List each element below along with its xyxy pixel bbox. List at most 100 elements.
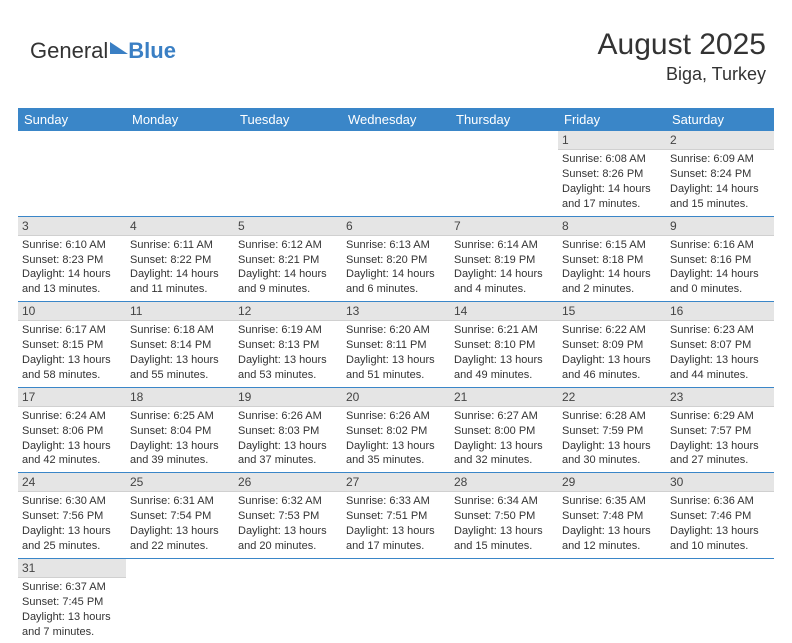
sunset-text: Sunset: 8:22 PM: [130, 253, 230, 268]
day-body: Sunrise: 6:17 AMSunset: 8:15 PMDaylight:…: [18, 321, 126, 386]
calendar-cell: [126, 131, 234, 216]
sunrise-text: Sunrise: 6:14 AM: [454, 238, 554, 253]
sunset-text: Sunset: 7:56 PM: [22, 509, 122, 524]
day-number: 27: [342, 473, 450, 492]
calendar-cell: [126, 558, 234, 643]
day-number: 30: [666, 473, 774, 492]
daylight-text: Daylight: 14 hours and 0 minutes.: [670, 267, 770, 297]
day-header: Wednesday: [342, 108, 450, 131]
sunrise-text: Sunrise: 6:12 AM: [238, 238, 338, 253]
daylight-text: Daylight: 14 hours and 11 minutes.: [130, 267, 230, 297]
day-number: 25: [126, 473, 234, 492]
day-body: Sunrise: 6:33 AMSunset: 7:51 PMDaylight:…: [342, 492, 450, 557]
day-body: Sunrise: 6:22 AMSunset: 8:09 PMDaylight:…: [558, 321, 666, 386]
day-body: Sunrise: 6:10 AMSunset: 8:23 PMDaylight:…: [18, 236, 126, 301]
month-title: August 2025: [598, 28, 766, 62]
calendar-cell: 25Sunrise: 6:31 AMSunset: 7:54 PMDayligh…: [126, 473, 234, 559]
calendar-cell: 4Sunrise: 6:11 AMSunset: 8:22 PMDaylight…: [126, 216, 234, 302]
calendar-cell: [18, 131, 126, 216]
day-body: Sunrise: 6:11 AMSunset: 8:22 PMDaylight:…: [126, 236, 234, 301]
daylight-text: Daylight: 13 hours and 30 minutes.: [562, 439, 662, 469]
day-body: Sunrise: 6:18 AMSunset: 8:14 PMDaylight:…: [126, 321, 234, 386]
day-number: 24: [18, 473, 126, 492]
calendar-cell: [234, 558, 342, 643]
day-body: Sunrise: 6:25 AMSunset: 8:04 PMDaylight:…: [126, 407, 234, 472]
day-number: 20: [342, 388, 450, 407]
sunrise-text: Sunrise: 6:17 AM: [22, 323, 122, 338]
daylight-text: Daylight: 13 hours and 42 minutes.: [22, 439, 122, 469]
calendar-cell: 24Sunrise: 6:30 AMSunset: 7:56 PMDayligh…: [18, 473, 126, 559]
calendar-cell: [450, 558, 558, 643]
calendar-cell: [450, 131, 558, 216]
day-number: 5: [234, 217, 342, 236]
day-header-row: Sunday Monday Tuesday Wednesday Thursday…: [18, 108, 774, 131]
calendar-cell: 14Sunrise: 6:21 AMSunset: 8:10 PMDayligh…: [450, 302, 558, 388]
daylight-text: Daylight: 13 hours and 22 minutes.: [130, 524, 230, 554]
day-body: Sunrise: 6:24 AMSunset: 8:06 PMDaylight:…: [18, 407, 126, 472]
calendar-cell: 15Sunrise: 6:22 AMSunset: 8:09 PMDayligh…: [558, 302, 666, 388]
calendar-row: 1Sunrise: 6:08 AMSunset: 8:26 PMDaylight…: [18, 131, 774, 216]
daylight-text: Daylight: 13 hours and 44 minutes.: [670, 353, 770, 383]
daylight-text: Daylight: 13 hours and 7 minutes.: [22, 610, 122, 640]
day-number: 15: [558, 302, 666, 321]
calendar-row: 31Sunrise: 6:37 AMSunset: 7:45 PMDayligh…: [18, 558, 774, 643]
calendar-cell: 7Sunrise: 6:14 AMSunset: 8:19 PMDaylight…: [450, 216, 558, 302]
sunset-text: Sunset: 8:13 PM: [238, 338, 338, 353]
day-header: Monday: [126, 108, 234, 131]
sunset-text: Sunset: 8:07 PM: [670, 338, 770, 353]
day-body: Sunrise: 6:29 AMSunset: 7:57 PMDaylight:…: [666, 407, 774, 472]
daylight-text: Daylight: 14 hours and 15 minutes.: [670, 182, 770, 212]
logo-triangle-icon: [110, 42, 128, 54]
daylight-text: Daylight: 14 hours and 4 minutes.: [454, 267, 554, 297]
sunrise-text: Sunrise: 6:22 AM: [562, 323, 662, 338]
logo-text-blue: Blue: [128, 38, 176, 64]
daylight-text: Daylight: 14 hours and 6 minutes.: [346, 267, 446, 297]
day-number: 10: [18, 302, 126, 321]
calendar-cell: 18Sunrise: 6:25 AMSunset: 8:04 PMDayligh…: [126, 387, 234, 473]
day-number: 23: [666, 388, 774, 407]
day-body: Sunrise: 6:14 AMSunset: 8:19 PMDaylight:…: [450, 236, 558, 301]
day-body: Sunrise: 6:26 AMSunset: 8:03 PMDaylight:…: [234, 407, 342, 472]
day-body: Sunrise: 6:30 AMSunset: 7:56 PMDaylight:…: [18, 492, 126, 557]
sunrise-text: Sunrise: 6:33 AM: [346, 494, 446, 509]
sunrise-text: Sunrise: 6:30 AM: [22, 494, 122, 509]
day-number: 17: [18, 388, 126, 407]
day-body: Sunrise: 6:21 AMSunset: 8:10 PMDaylight:…: [450, 321, 558, 386]
sunrise-text: Sunrise: 6:21 AM: [454, 323, 554, 338]
calendar-cell: 22Sunrise: 6:28 AMSunset: 7:59 PMDayligh…: [558, 387, 666, 473]
calendar-cell: 21Sunrise: 6:27 AMSunset: 8:00 PMDayligh…: [450, 387, 558, 473]
day-body: Sunrise: 6:15 AMSunset: 8:18 PMDaylight:…: [558, 236, 666, 301]
day-header: Friday: [558, 108, 666, 131]
title-block: August 2025 Biga, Turkey: [598, 28, 766, 85]
calendar-cell: 10Sunrise: 6:17 AMSunset: 8:15 PMDayligh…: [18, 302, 126, 388]
day-body: Sunrise: 6:12 AMSunset: 8:21 PMDaylight:…: [234, 236, 342, 301]
day-number: 7: [450, 217, 558, 236]
sunrise-text: Sunrise: 6:13 AM: [346, 238, 446, 253]
calendar-cell: 19Sunrise: 6:26 AMSunset: 8:03 PMDayligh…: [234, 387, 342, 473]
sunset-text: Sunset: 8:19 PM: [454, 253, 554, 268]
day-number: 18: [126, 388, 234, 407]
daylight-text: Daylight: 13 hours and 10 minutes.: [670, 524, 770, 554]
calendar-cell: [234, 131, 342, 216]
day-number: 19: [234, 388, 342, 407]
daylight-text: Daylight: 13 hours and 49 minutes.: [454, 353, 554, 383]
sunset-text: Sunset: 8:00 PM: [454, 424, 554, 439]
sunrise-text: Sunrise: 6:20 AM: [346, 323, 446, 338]
calendar-cell: [342, 558, 450, 643]
calendar-cell: 29Sunrise: 6:35 AMSunset: 7:48 PMDayligh…: [558, 473, 666, 559]
calendar-cell: 12Sunrise: 6:19 AMSunset: 8:13 PMDayligh…: [234, 302, 342, 388]
day-body: Sunrise: 6:26 AMSunset: 8:02 PMDaylight:…: [342, 407, 450, 472]
day-number: 29: [558, 473, 666, 492]
sunrise-text: Sunrise: 6:16 AM: [670, 238, 770, 253]
sunset-text: Sunset: 8:04 PM: [130, 424, 230, 439]
sunset-text: Sunset: 7:45 PM: [22, 595, 122, 610]
sunrise-text: Sunrise: 6:26 AM: [238, 409, 338, 424]
daylight-text: Daylight: 13 hours and 58 minutes.: [22, 353, 122, 383]
daylight-text: Daylight: 13 hours and 35 minutes.: [346, 439, 446, 469]
day-number: 14: [450, 302, 558, 321]
sunrise-text: Sunrise: 6:15 AM: [562, 238, 662, 253]
day-number: 4: [126, 217, 234, 236]
day-body: Sunrise: 6:16 AMSunset: 8:16 PMDaylight:…: [666, 236, 774, 301]
sunset-text: Sunset: 8:20 PM: [346, 253, 446, 268]
sunrise-text: Sunrise: 6:23 AM: [670, 323, 770, 338]
